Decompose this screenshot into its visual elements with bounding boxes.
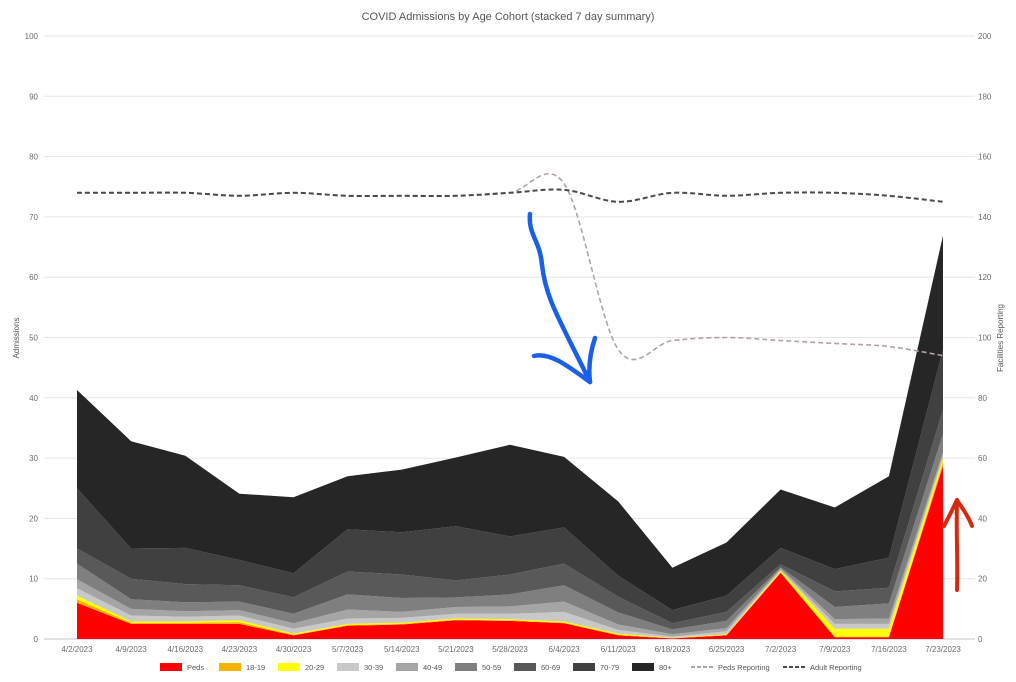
legend-label: Peds Reporting bbox=[718, 663, 770, 672]
y2-tick-label: 80 bbox=[978, 394, 987, 403]
y-tick-label: 80 bbox=[29, 153, 38, 162]
x-tick-label: 4/23/2023 bbox=[222, 645, 258, 654]
y-axis-label: Admissions bbox=[12, 318, 21, 359]
legend-label: 20-29 bbox=[305, 663, 324, 672]
legend-swatch bbox=[337, 663, 359, 671]
y2-tick-label: 140 bbox=[978, 213, 992, 222]
x-tick-label: 4/9/2023 bbox=[116, 645, 148, 654]
legend-swatch bbox=[396, 663, 418, 671]
x-tick-label: 7/2/2023 bbox=[765, 645, 797, 654]
area-series-50-59 bbox=[77, 434, 943, 635]
legend-label: 18-19 bbox=[246, 663, 265, 672]
legend-swatch bbox=[514, 663, 536, 671]
area-series-60-69 bbox=[77, 409, 943, 630]
chart-title: COVID Admissions by Age Cohort (stacked … bbox=[362, 11, 655, 23]
y-tick-label: 30 bbox=[29, 454, 38, 463]
red-arrow-annotation bbox=[942, 498, 974, 592]
line-series-peds-reporting bbox=[77, 172, 944, 361]
x-tick-label: 5/7/2023 bbox=[332, 645, 364, 654]
y-tick-label: 10 bbox=[29, 575, 38, 584]
legend-label: Adult Reporting bbox=[810, 663, 862, 672]
y-tick-label: 50 bbox=[29, 334, 38, 343]
x-tick-label: 6/25/2023 bbox=[709, 645, 745, 654]
y2-axis-label: Facilities Reporting bbox=[996, 304, 1005, 372]
legend-label: 30-39 bbox=[364, 663, 383, 672]
x-tick-label: 5/21/2023 bbox=[438, 645, 474, 654]
y-tick-label: 0 bbox=[34, 635, 39, 644]
y2-tick-label: 0 bbox=[978, 635, 983, 644]
y2-tick-label: 180 bbox=[978, 92, 992, 101]
y2-tick-label: 200 bbox=[978, 32, 992, 41]
x-tick-label: 6/4/2023 bbox=[549, 645, 581, 654]
reporting-lines bbox=[77, 172, 944, 361]
x-tick-label: 4/16/2023 bbox=[167, 645, 203, 654]
x-tick-label: 5/14/2023 bbox=[384, 645, 420, 654]
legend-swatch bbox=[278, 663, 300, 671]
x-tick-label: 5/28/2023 bbox=[492, 645, 528, 654]
x-tick-label: 7/16/2023 bbox=[871, 645, 907, 654]
y-tick-label: 70 bbox=[29, 213, 38, 222]
left-axis-ticks: 0 10 20 30 40 50 60 70 80 90 100 bbox=[25, 32, 39, 644]
red-arrow-shaft bbox=[954, 498, 960, 592]
legend-swatch bbox=[219, 663, 241, 671]
y2-tick-label: 100 bbox=[978, 334, 992, 343]
legend-label: 40-49 bbox=[423, 663, 442, 672]
y-tick-label: 60 bbox=[29, 273, 38, 282]
area-series-80- bbox=[77, 235, 943, 611]
legend-swatch bbox=[632, 663, 654, 671]
legend: Peds 18-19 20-29 30-39 40-49 50-59 60-69 70-79 8… bbox=[160, 663, 862, 672]
right-axis-ticks: 0 20 40 60 80 100 120 140 160 180 200 bbox=[978, 32, 992, 644]
x-tick-label: 4/30/2023 bbox=[276, 645, 312, 654]
x-tick-label: 7/9/2023 bbox=[819, 645, 851, 654]
legend-label: 80+ bbox=[659, 663, 672, 672]
line-series-adult-reporting bbox=[77, 188, 944, 203]
legend-swatch bbox=[455, 663, 477, 671]
y-tick-label: 20 bbox=[29, 514, 38, 523]
legend-label: 70-79 bbox=[600, 663, 619, 672]
area-series-70-79 bbox=[77, 349, 943, 624]
y2-tick-label: 60 bbox=[978, 454, 987, 463]
legend-label: 50-59 bbox=[482, 663, 501, 672]
blue-arrow-annotation bbox=[527, 211, 598, 385]
stacked-areas bbox=[77, 235, 943, 639]
y-tick-label: 100 bbox=[25, 32, 39, 41]
y2-tick-label: 20 bbox=[978, 575, 987, 584]
area-series-30-39 bbox=[77, 455, 943, 638]
blue-arrow-shaft bbox=[527, 211, 593, 385]
x-axis-ticks: 4/2/2023 4/9/2023 4/16/2023 4/23/2023 4/30/2… bbox=[61, 645, 961, 654]
y2-tick-label: 160 bbox=[978, 153, 992, 162]
y-tick-label: 40 bbox=[29, 394, 38, 403]
y-tick-label: 90 bbox=[29, 92, 38, 101]
x-tick-label: 6/11/2023 bbox=[601, 645, 637, 654]
x-tick-label: 6/18/2023 bbox=[655, 645, 691, 654]
y2-tick-label: 120 bbox=[978, 273, 992, 282]
y2-tick-label: 40 bbox=[978, 514, 987, 523]
red-arrow-head bbox=[942, 498, 974, 528]
legend-swatch bbox=[160, 663, 182, 671]
x-tick-label: 7/23/2023 bbox=[925, 645, 961, 654]
legend-swatch bbox=[573, 663, 595, 671]
x-tick-label: 4/2/2023 bbox=[61, 645, 93, 654]
legend-label: Peds bbox=[187, 663, 204, 672]
legend-label: 60-69 bbox=[541, 663, 560, 672]
blue-arrow-head bbox=[531, 335, 598, 385]
